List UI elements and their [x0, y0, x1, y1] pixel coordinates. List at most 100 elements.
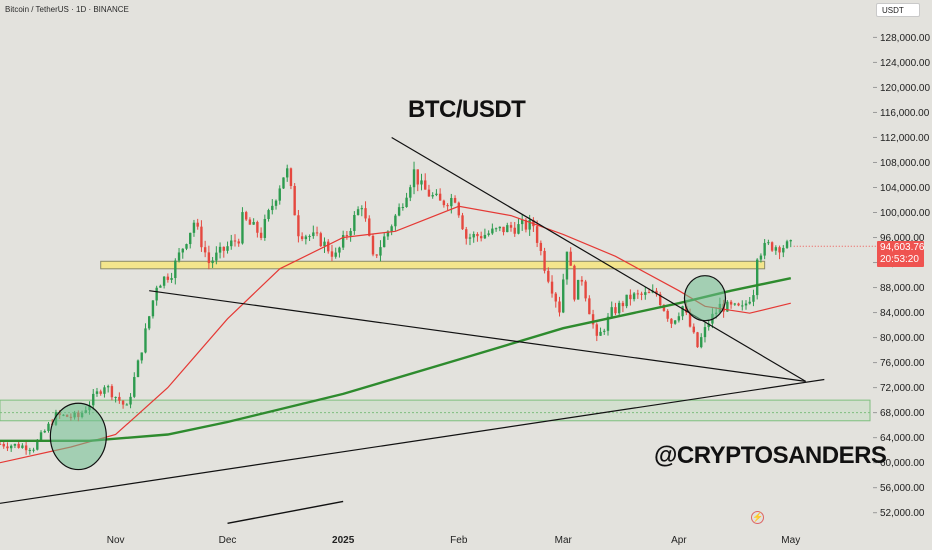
candle-body: [420, 180, 423, 185]
candle-body: [151, 300, 155, 317]
candle-body: [688, 312, 692, 327]
candle-body: [144, 328, 147, 353]
candle-body: [390, 226, 393, 232]
candle-body: [39, 432, 43, 441]
candle-body: [21, 445, 24, 448]
candle-body: [554, 293, 557, 302]
y-tick-label: 60,000.00: [880, 458, 925, 469]
candle-body: [569, 251, 572, 266]
candle-body: [442, 200, 446, 206]
y-tick-label: 88,000.00: [880, 283, 925, 294]
candle-body: [763, 242, 766, 256]
candle-body: [450, 197, 453, 207]
candle-body: [114, 396, 117, 398]
candle-body: [334, 252, 337, 257]
candle-body: [166, 276, 170, 280]
candle-body: [95, 391, 99, 394]
candle-body: [110, 386, 114, 398]
chart-title-annotation: BTC/USDT: [408, 96, 526, 123]
candle-body: [349, 230, 352, 236]
candle-body: [558, 301, 561, 313]
candle-body: [394, 215, 397, 227]
candle-body: [494, 228, 498, 230]
candle-body: [271, 205, 274, 211]
candle-body: [368, 218, 371, 236]
candle-body: [341, 235, 345, 248]
candle-body: [345, 235, 349, 237]
candle-body: [203, 247, 207, 253]
resistance-zone: [100, 260, 766, 270]
candle-body: [155, 287, 158, 301]
candle-body: [517, 224, 520, 234]
trendline-1: [391, 136, 806, 382]
candle-body: [748, 301, 751, 304]
y-tick-label: 116,000.00: [880, 108, 930, 119]
candle-body: [47, 423, 50, 431]
candle-body: [24, 445, 28, 451]
candle-body: [431, 195, 434, 197]
candle-body: [9, 445, 13, 449]
candle-body: [338, 247, 341, 253]
y-tick-label: 64,000.00: [880, 433, 925, 444]
candle-body: [129, 396, 132, 405]
candle-body: [539, 242, 543, 251]
candle-body: [99, 391, 102, 394]
candle-body: [670, 318, 673, 324]
candle-body: [543, 250, 546, 271]
trendline-4: [227, 500, 344, 525]
candle-body: [446, 205, 449, 207]
y-tick-label: 104,000.00: [880, 183, 930, 194]
candle-body: [595, 324, 598, 336]
trendline-2: [149, 290, 806, 382]
candle-body: [133, 377, 136, 397]
candle-body: [181, 248, 184, 253]
currency-button[interactable]: USDT: [876, 3, 920, 17]
y-tick-label: 76,000.00: [880, 358, 925, 369]
candle-body: [259, 232, 263, 238]
candle-body: [32, 449, 35, 451]
candle-body: [189, 232, 192, 245]
candle-body: [491, 228, 494, 234]
flash-icon[interactable]: ⚡: [751, 511, 764, 524]
candle-body: [241, 212, 244, 244]
candle-body: [584, 281, 587, 299]
candle-body: [632, 293, 636, 300]
candle-body: [610, 307, 613, 317]
candle-body: [222, 246, 225, 251]
candle-body: [200, 226, 203, 248]
candle-body: [412, 169, 416, 188]
candle-body: [256, 221, 259, 233]
candle-body: [774, 247, 778, 251]
candle-body: [513, 227, 516, 234]
candle-body: [550, 281, 554, 294]
candle-body: [692, 326, 695, 333]
candle-body: [483, 234, 487, 239]
candle-body: [453, 197, 457, 203]
y-tick-label: 108,000.00: [880, 158, 930, 169]
candle-body: [244, 212, 248, 220]
last-price-value: 94,603.76: [880, 242, 925, 253]
candle-body: [263, 218, 267, 238]
candle-body: [174, 260, 177, 279]
candle-body: [192, 222, 196, 233]
candle-body: [666, 310, 669, 319]
last-price-tag: 94,603.76 20:53:20: [877, 241, 925, 267]
candle-body: [636, 293, 640, 295]
y-tick-label: 80,000.00: [880, 333, 925, 344]
candle-body: [286, 168, 289, 178]
candle-body: [397, 207, 401, 216]
candle-body: [752, 295, 755, 302]
candle-body: [405, 197, 408, 208]
y-tick-label: 128,000.00: [880, 33, 930, 44]
candle-body: [356, 209, 360, 216]
x-tick-label: Nov: [107, 535, 125, 546]
x-tick-label: Dec: [219, 535, 237, 546]
candle-body: [461, 215, 464, 230]
candle-body: [312, 232, 315, 237]
candle-body: [614, 307, 617, 314]
candle-body: [327, 241, 330, 252]
candle-body: [479, 236, 483, 239]
candle-body: [136, 360, 140, 378]
